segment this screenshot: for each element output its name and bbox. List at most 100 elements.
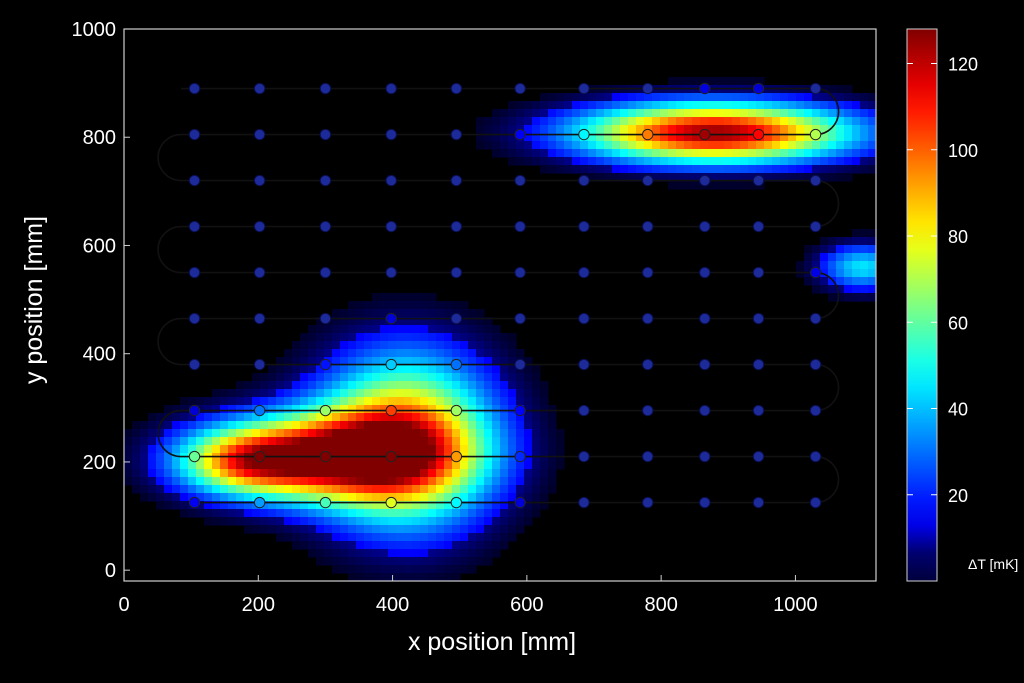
heat-cell xyxy=(364,341,373,350)
heat-cell xyxy=(340,381,349,390)
heat-cell xyxy=(300,405,309,414)
heat-cell xyxy=(516,397,525,406)
heat-cell xyxy=(404,541,413,550)
heat-cell xyxy=(588,117,597,126)
heat-cell xyxy=(524,133,533,142)
sensor-point xyxy=(642,128,654,141)
heat-cell xyxy=(508,365,517,374)
heat-cell xyxy=(156,413,165,422)
heat-cell xyxy=(500,429,509,438)
heat-cell xyxy=(724,141,733,150)
heat-cell xyxy=(532,477,541,486)
heat-cell xyxy=(316,341,325,350)
heat-cell xyxy=(612,117,621,126)
heat-cell xyxy=(228,397,237,406)
heat-cell xyxy=(460,413,469,422)
heat-cell xyxy=(796,93,805,102)
heat-cell xyxy=(236,469,245,478)
heat-cell xyxy=(316,421,325,430)
heat-cell xyxy=(212,469,221,478)
heat-cell xyxy=(156,453,165,462)
heat-cell xyxy=(420,541,429,550)
heat-cell xyxy=(756,157,765,166)
heat-cell xyxy=(804,157,813,166)
heat-cell xyxy=(572,149,581,158)
heat-cell xyxy=(820,261,829,270)
heat-cell xyxy=(436,477,445,486)
sensor-point xyxy=(578,312,590,325)
heat-cell xyxy=(580,157,589,166)
heat-cell xyxy=(500,501,509,510)
heat-cell xyxy=(476,413,485,422)
heat-cell xyxy=(364,317,373,326)
heat-cell xyxy=(476,525,485,534)
heat-cell xyxy=(460,381,469,390)
heat-cell xyxy=(556,141,565,150)
heat-cell xyxy=(540,381,549,390)
heat-cell xyxy=(228,469,237,478)
sensor-point xyxy=(578,404,590,417)
heat-cell xyxy=(692,117,701,126)
heat-cell xyxy=(356,309,365,318)
heat-cell xyxy=(556,461,565,470)
heat-cell xyxy=(820,133,829,142)
heat-cell xyxy=(852,157,861,166)
x-axis-ticks: 0 200 400 600 800 1000 xyxy=(118,575,818,616)
sensor-point xyxy=(188,128,201,141)
heat-cell xyxy=(476,373,485,382)
heat-cell xyxy=(396,405,405,414)
heat-cell xyxy=(404,389,413,398)
heat-cell xyxy=(364,477,373,486)
heat-cell xyxy=(532,109,541,118)
heat-cell xyxy=(172,453,181,462)
sensor-point xyxy=(319,496,332,509)
heat-cell xyxy=(764,117,773,126)
heat-cell xyxy=(708,157,717,166)
heat-cell xyxy=(420,509,429,518)
heat-cell xyxy=(372,293,381,302)
heat-cell xyxy=(380,437,389,446)
sensor-point xyxy=(188,450,201,463)
heat-cell xyxy=(172,501,181,510)
heat-cell xyxy=(292,381,301,390)
heat-cell xyxy=(484,381,493,390)
heat-cell xyxy=(732,149,741,158)
heat-cell xyxy=(692,125,701,134)
x-tick-label: 800 xyxy=(644,594,677,616)
heat-cell xyxy=(660,133,669,142)
colorbar-label: ΔT [mK] xyxy=(968,556,1018,572)
heat-cell xyxy=(508,389,517,398)
x-tick-label: 600 xyxy=(510,594,543,616)
heat-cell xyxy=(316,429,325,438)
heat-cell xyxy=(220,501,229,510)
heat-cell xyxy=(380,469,389,478)
heat-cell xyxy=(508,381,517,390)
sensor-point xyxy=(809,82,822,95)
heat-cell xyxy=(356,565,365,574)
heat-cell xyxy=(356,301,365,310)
heat-cell xyxy=(860,277,869,286)
heat-cell xyxy=(380,525,389,534)
heat-cell xyxy=(300,437,309,446)
heat-cell xyxy=(316,365,325,374)
heat-cell xyxy=(820,149,829,158)
heat-cell xyxy=(332,373,341,382)
heat-cell xyxy=(412,429,421,438)
heat-cell xyxy=(444,349,453,358)
heat-cell xyxy=(468,373,477,382)
heat-cell xyxy=(380,477,389,486)
heat-cell xyxy=(404,397,413,406)
heat-cell xyxy=(540,501,549,510)
heat-cell xyxy=(220,493,229,502)
heat-cell xyxy=(428,517,437,526)
sensor-point xyxy=(253,496,266,509)
heat-cell xyxy=(356,365,365,374)
heat-cell xyxy=(316,541,325,550)
heat-cell xyxy=(276,501,285,510)
sensor-point xyxy=(450,220,463,233)
heat-cell xyxy=(820,237,829,246)
heat-cell xyxy=(524,365,533,374)
heat-cell xyxy=(660,165,669,174)
heat-cell xyxy=(548,429,557,438)
heat-cell xyxy=(428,293,437,302)
